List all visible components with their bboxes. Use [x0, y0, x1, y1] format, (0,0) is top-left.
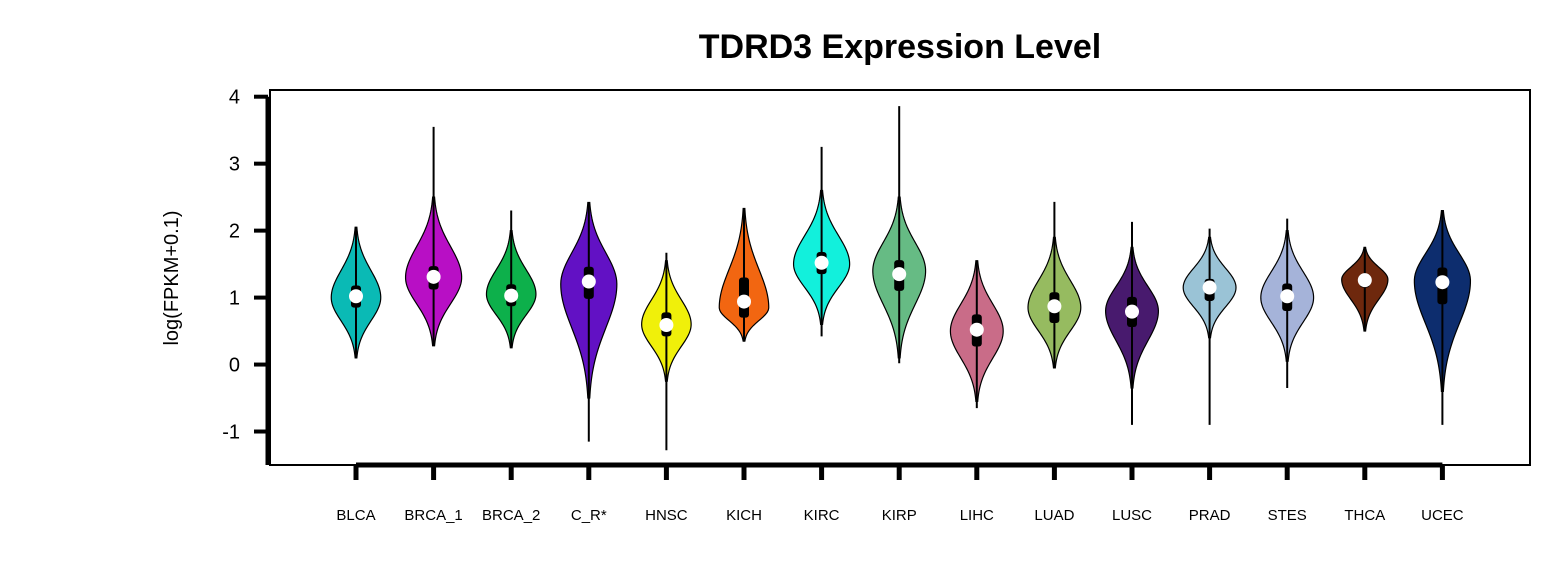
violin-blca [330, 226, 382, 359]
violin-kirc [792, 146, 851, 337]
y-tick-label: 3 [229, 154, 240, 176]
violin-brca-1 [404, 126, 463, 347]
y-tick-label: 0 [229, 355, 240, 377]
x-tick-label: KIRP [882, 507, 917, 524]
violin-kirp [872, 106, 927, 364]
violin-stes [1260, 218, 1315, 388]
violin-median-point [581, 274, 596, 289]
violin-lihc [949, 260, 1004, 409]
violin-median-point [814, 255, 829, 270]
violin-median-point [504, 288, 519, 303]
x-tick-label: KICH [726, 507, 762, 524]
violin-lusc [1104, 221, 1160, 425]
violin-thca [1341, 246, 1389, 332]
violin-median-point [659, 318, 674, 333]
violins-group [330, 106, 1472, 451]
x-tick-label: C_R* [571, 507, 607, 524]
violin-median-point [969, 322, 984, 337]
x-axis: BLCA BRCA_1 BRCA_2 C_R* HNSC KICH KIRC KIRP LIHC… [336, 462, 1464, 524]
violin-median-point [1357, 273, 1372, 288]
violin-median-point [1280, 289, 1295, 304]
y-axis: -1 0 1 2 3 4 [222, 87, 271, 465]
violin-median-point [1125, 304, 1139, 319]
violin-median-point [1202, 280, 1217, 295]
x-tick-label: BRCA_2 [482, 507, 540, 524]
y-tick-label: -1 [222, 422, 240, 444]
violin-kich [718, 207, 770, 342]
x-tick-label: KIRC [804, 507, 840, 524]
chart-title: TDRD3 Expression Level [699, 28, 1101, 66]
x-tick-label: LIHC [960, 507, 994, 524]
violin-ucec [1413, 209, 1472, 425]
x-tick-label: LUAD [1034, 507, 1074, 524]
violin-prad [1182, 228, 1237, 425]
violin-median-point [426, 269, 441, 284]
violin-median-point [1047, 299, 1062, 314]
x-tick-label: STES [1268, 507, 1307, 524]
x-tick-label: THCA [1344, 507, 1385, 524]
x-tick-label: BRCA_1 [404, 507, 462, 524]
y-axis-label: log(FPKM+0.1) [161, 210, 183, 345]
y-tick-label: 4 [229, 87, 240, 109]
x-tick-label: LUSC [1112, 507, 1152, 524]
y-tick-label: 2 [229, 221, 240, 243]
violin-median-point [1435, 275, 1450, 290]
violin-median-point [892, 267, 907, 282]
x-tick-label: BLCA [336, 507, 375, 524]
violin-brca-2 [485, 210, 537, 349]
x-tick-label: HNSC [645, 507, 688, 524]
violin-hnsc [641, 252, 692, 451]
violin-c-r- [560, 201, 618, 442]
x-tick-label: PRAD [1189, 507, 1231, 524]
x-tick-label: UCEC [1421, 507, 1464, 524]
violin-median-point [737, 294, 751, 309]
violin-median-point [349, 289, 363, 304]
violin-luad [1027, 201, 1082, 369]
y-tick-label: 1 [229, 288, 240, 310]
